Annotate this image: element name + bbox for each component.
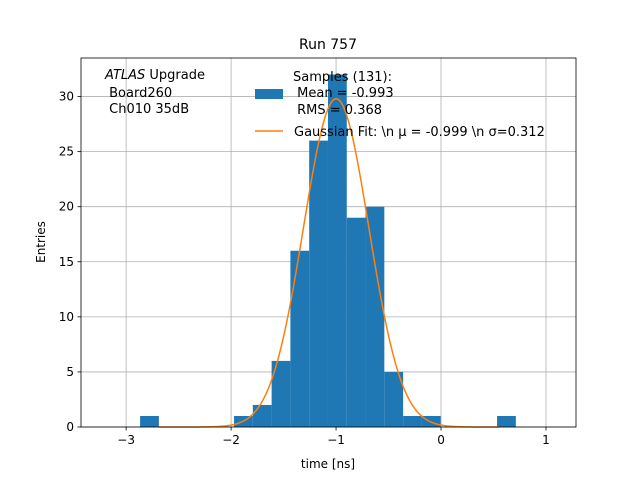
x-tick-label: −2 [222,433,240,447]
histogram-bar [384,371,404,427]
y-axis-label: Entries [34,221,48,263]
histogram-bar [290,250,310,427]
histogram-bar [252,404,272,427]
x-tick-label: −1 [327,433,345,447]
legend-hist-line2: Mean = -0.993 [293,86,394,101]
legend-hist-line1: Samples (131): [293,70,392,85]
histogram-bar [327,74,347,427]
y-tick-label: 20 [59,200,74,214]
y-tick-label: 25 [59,145,74,159]
y-tick-label: 30 [59,90,74,104]
y-tick-label: 5 [66,365,74,379]
histogram-bar [365,206,385,427]
chart-title: Run 757 [299,37,357,53]
histogram-bar [403,415,422,427]
x-tick-label: 1 [542,433,550,447]
y-tick-label: 15 [59,255,74,269]
board-label: Board260 [105,86,172,101]
legend-hist-swatch [255,89,283,99]
histogram-bar [271,360,291,427]
atlas-label: ATLAS [104,68,145,83]
legend: Samples (131): Mean = -0.993 RMS = 0.368… [255,70,545,140]
x-tick-label: −3 [117,433,135,447]
legend-fit-label: Gaussian Fit: \n μ = -0.999 \n σ=0.312 [294,125,545,140]
x-tick-label: 0 [437,433,445,447]
legend-hist-line3: RMS = 0.368 [293,103,382,118]
atlas-annotation: ATLAS Upgrade Board260 Ch010 35dB [104,68,205,117]
y-tick-label: 10 [59,310,74,324]
y-tick-label: 0 [66,420,74,434]
upgrade-label: Upgrade [145,68,205,83]
x-axis-label: time [ns] [301,457,355,471]
histogram-bar [309,140,328,427]
histogram-bar [497,415,516,427]
histogram-bar [140,415,159,427]
histogram-bar [346,217,366,427]
plot-frame [80,57,577,428]
svg-text:ATLAS Upgrade: ATLAS Upgrade [104,68,205,83]
channel-label: Ch010 35dB [105,102,189,117]
